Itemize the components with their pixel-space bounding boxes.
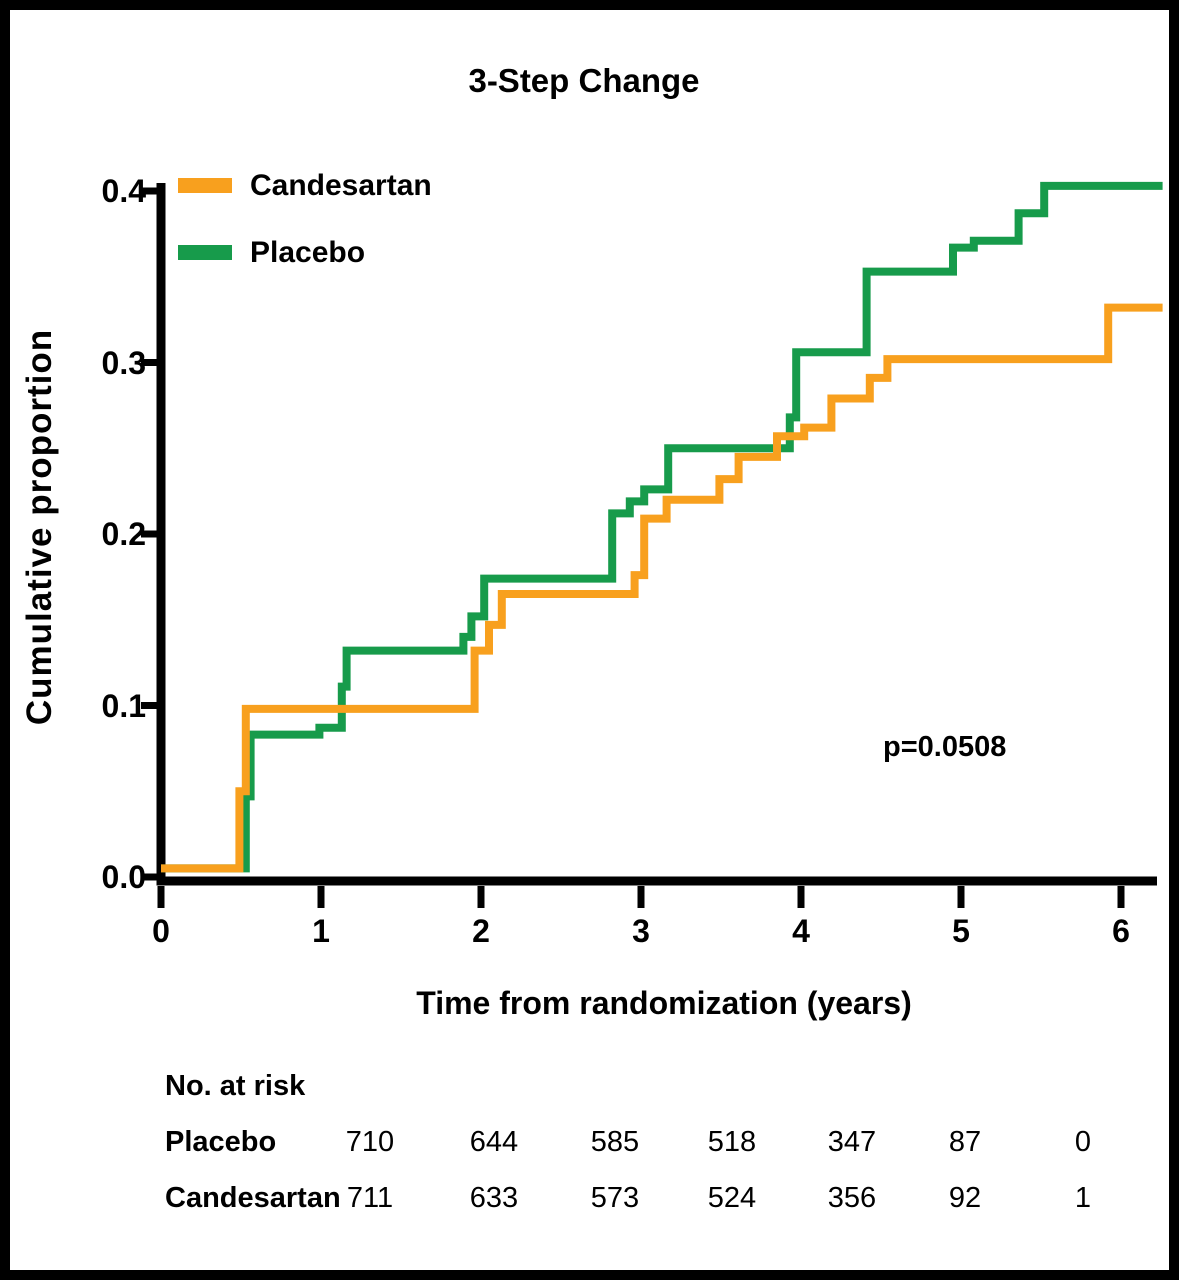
risk-count: 573 (590, 1182, 640, 1214)
y-tick-label: 0.2 (101, 516, 146, 552)
risk-count: 347 (827, 1126, 877, 1158)
x-tick-label: 2 (472, 913, 490, 949)
risk-count: 518 (707, 1126, 757, 1158)
risk-table-header: No. at risk (165, 1070, 306, 1102)
risk-count: 87 (948, 1126, 982, 1158)
p-value-annotation: p=0.0508 (883, 731, 1007, 763)
candesartan-line-swatch (178, 178, 232, 193)
y-tick-label: 0.4 (101, 173, 146, 209)
risk-row-label-placebo: Placebo (165, 1126, 277, 1158)
x-tick-label: 1 (312, 913, 330, 949)
placebo-line-swatch (178, 245, 232, 260)
x-tick-label: 3 (632, 913, 650, 949)
y-tick-label: 0.0 (101, 859, 146, 895)
x-tick-label: 0 (152, 913, 170, 949)
risk-count: 585 (590, 1126, 640, 1158)
x-tick-label: 4 (792, 913, 810, 949)
risk-count: 1 (1074, 1182, 1092, 1214)
x-tick-label: 5 (952, 913, 970, 949)
candesartan-curve (161, 303, 1163, 873)
legend-label-placebo: Placebo (250, 236, 366, 269)
risk-count: 524 (707, 1182, 757, 1214)
y-tick-label: 0.3 (101, 344, 146, 381)
risk-row-label-candesartan: Candesartan (165, 1182, 341, 1214)
x-axis-label: Time from randomization (years) (416, 985, 912, 1021)
risk-count: 644 (469, 1126, 519, 1158)
chart-title: 3-Step Change (468, 62, 700, 99)
risk-count: 0 (1074, 1126, 1092, 1158)
legend-label-candesartan: Candesartan (250, 169, 432, 202)
risk-count: 710 (345, 1126, 395, 1158)
x-tick-label: 6 (1112, 913, 1130, 949)
risk-count: 92 (948, 1182, 982, 1214)
placebo-curve (161, 181, 1163, 873)
risk-count: 356 (827, 1182, 877, 1214)
y-axis-label: Cumulative proportion (20, 328, 59, 726)
risk-count: 633 (469, 1182, 519, 1214)
risk-count: 711 (346, 1182, 394, 1214)
y-tick-label: 0.1 (101, 687, 146, 724)
